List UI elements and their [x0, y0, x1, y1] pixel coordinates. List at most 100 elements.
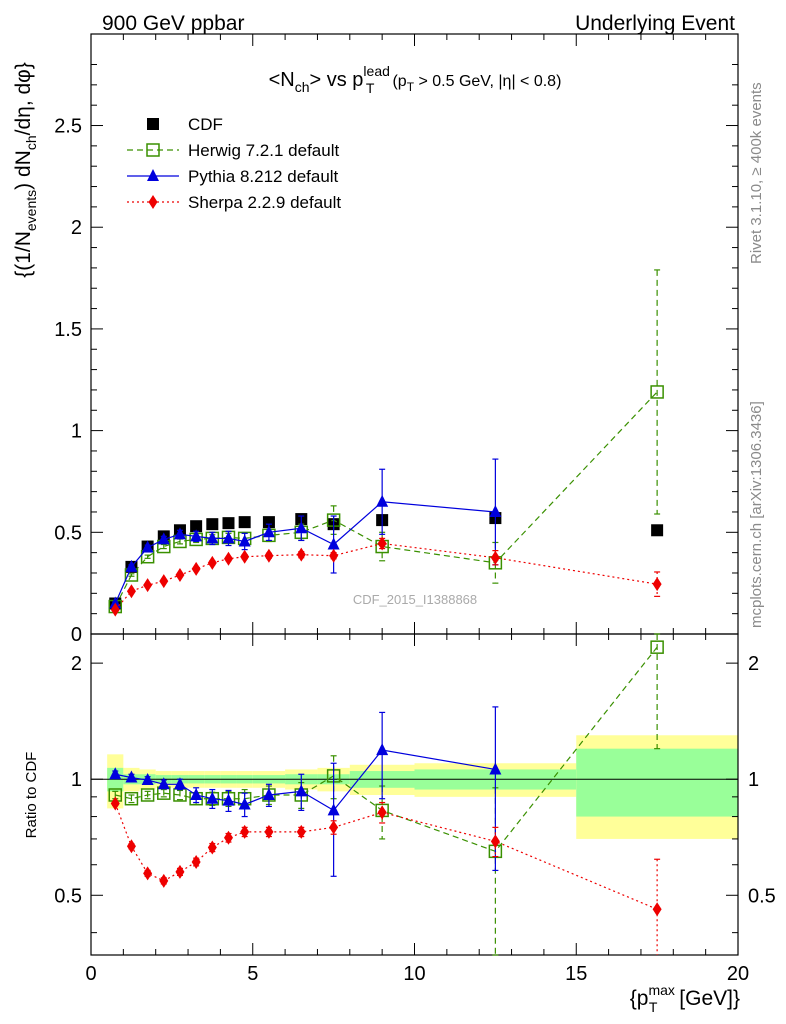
pythia-ratio-point: [222, 793, 235, 806]
sherpa-ratio-point: [110, 796, 120, 811]
herwig-ratio-point: [124, 791, 139, 806]
chart-title: <Nch> vs plead T (pT > 0.5 GeV, |η| < 0.8): [269, 63, 562, 96]
cdf-point: [222, 517, 235, 530]
cdf-point: [651, 524, 664, 537]
sherpa-ratio-point: [175, 864, 185, 879]
pythia-ratio-point: [206, 791, 219, 804]
pythia-ratio-point: [295, 784, 308, 797]
legend-marker-herwig: [146, 143, 160, 157]
herwig-ratio-line: [115, 646, 658, 853]
main-y-axis-label: {(1/Nevents) dNch/dη, dφ}: [12, 62, 39, 278]
sherpa-point: [126, 584, 136, 599]
pythia-point: [376, 494, 389, 507]
x-axis-label: {pmax T [GeV]}: [630, 982, 740, 1015]
main-axes: 0 0.5 1 1.5 2 2.5: [54, 34, 739, 646]
legend-label-sherpa: Sherpa 2.2.9 default: [188, 193, 341, 212]
pythia-ratio-point: [173, 777, 186, 790]
ratio-y-tick-label-right: 2: [748, 653, 759, 675]
y-tick-label: 1.5: [54, 319, 82, 341]
sherpa-ratio-point: [207, 840, 217, 855]
pythia-point: [141, 540, 154, 553]
sherpa-point: [159, 574, 169, 589]
sherpa-ratio-point: [652, 902, 662, 917]
pythia-ratio-point: [262, 787, 275, 800]
sherpa-point: [223, 551, 233, 566]
ratio-series-layer: [108, 633, 664, 956]
legend-marker-pythia: [147, 169, 159, 181]
legend-marker-cdf: [147, 118, 159, 130]
herwig-point: [650, 385, 664, 399]
rivet-label: Rivet 3.1.10, ≥ 400k events: [748, 82, 765, 264]
ratio-y-tick-label-right: 0.5: [748, 885, 776, 907]
pythia-point: [157, 532, 170, 545]
x-tick-label: 20: [727, 963, 749, 985]
sherpa-ratio-point: [126, 839, 136, 854]
pythia-point: [262, 525, 275, 538]
pythia-point: [238, 534, 251, 547]
y-tick-label: 2: [71, 217, 82, 239]
mcplots-label: mcplots.cern.ch [arXiv:1306.3436]: [748, 401, 765, 628]
legend-marker-sherpa: [148, 195, 158, 209]
y-tick-label: 2.5: [54, 116, 82, 138]
pythia-ratio-point: [141, 773, 154, 786]
sherpa-point: [652, 577, 662, 592]
sherpa-ratio-point: [377, 805, 387, 820]
sherpa-point: [175, 568, 185, 583]
pythia-ratio-point: [489, 762, 502, 775]
pythia-point: [206, 531, 219, 544]
ratio-y-axis-label: Ratio to CDF: [23, 752, 40, 839]
pythia-ratio-point: [125, 770, 138, 783]
sherpa-ratio-point: [490, 834, 500, 849]
legend-label-cdf: CDF: [188, 115, 223, 134]
cdf-uncertainty-bands: [107, 735, 738, 839]
pythia-point: [125, 559, 138, 572]
herwig-ratio-point: [650, 640, 664, 654]
cdf-point: [206, 518, 219, 531]
y-tick-label: 1: [71, 421, 82, 443]
header-left: 900 GeV ppbar: [102, 12, 244, 35]
analysis-watermark: CDF_2015_I1388868: [353, 592, 477, 607]
y-tick-label: 0: [71, 624, 82, 646]
ratio-y-tick-label: 1: [71, 769, 82, 791]
ratio-y-tick-label: 2: [71, 653, 82, 675]
sherpa-point: [207, 555, 217, 570]
pythia-ratio-point: [376, 743, 389, 756]
sherpa-ratio-point: [296, 824, 306, 839]
main-series-layer: [108, 269, 664, 617]
sherpa-point: [240, 549, 250, 564]
sherpa-ratio-point: [329, 820, 339, 835]
pythia-point: [222, 531, 235, 544]
cdf-point: [238, 516, 251, 529]
herwig-ratio-point: [140, 788, 155, 802]
sherpa-ratio-point: [143, 866, 153, 881]
pythia-point: [190, 529, 203, 542]
header-right: Underlying Event: [575, 12, 735, 35]
sherpa-point: [264, 548, 274, 563]
pythia-point: [489, 504, 502, 517]
sherpa-point: [143, 578, 153, 593]
cdf-point: [190, 520, 203, 533]
pythia-ratio-point: [190, 787, 203, 800]
sherpa-ratio-point: [240, 824, 250, 839]
sherpa-point: [490, 550, 500, 565]
sherpa-ratio-point: [159, 873, 169, 888]
sherpa-point: [110, 602, 120, 617]
pythia-ratio-point: [238, 797, 251, 810]
pythia-ratio-point: [157, 777, 170, 790]
pythia-point: [327, 537, 340, 550]
sherpa-point: [296, 547, 306, 562]
x-tick-label: 10: [403, 963, 425, 985]
ratio-y-tick-label-right: 1: [748, 769, 759, 791]
pythia-ratio-point: [327, 803, 340, 816]
sherpa-ratio-point: [223, 830, 233, 845]
pythia-point: [173, 527, 186, 540]
x-tick-label: 15: [565, 963, 587, 985]
legend-label-pythia: Pythia 8.212 default: [188, 167, 339, 186]
sherpa-point: [191, 561, 201, 576]
pythia-point: [295, 521, 308, 534]
legend: CDF Herwig 7.2.1 default Pythia 8.212 defa…: [127, 115, 341, 212]
pythia-ratio-point: [109, 767, 122, 780]
sherpa-ratio-point: [191, 854, 201, 869]
sherpa-ratio-point: [264, 824, 274, 839]
band-inner: [576, 748, 738, 817]
